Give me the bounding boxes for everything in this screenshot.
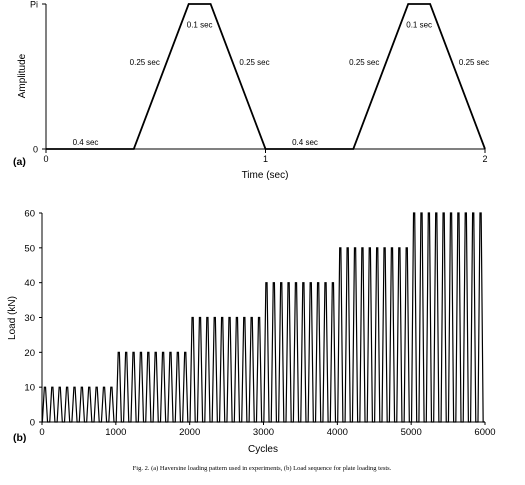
chart-b-ylabel: Load (kN) [7, 296, 18, 340]
chart-a-xlabel: Time (sec) [242, 170, 289, 181]
chart-a-x-tick-label: 1 [263, 154, 268, 164]
chart-b: 0 1000 2000 3000 4000 5000 6000 0 10 20 30 40 50 60 L… [7, 209, 496, 456]
chart-b-y-tick-label: 10 [24, 383, 35, 394]
chart-a-annotation: 0.25 sec [239, 58, 269, 67]
chart-a-series-line [46, 3, 486, 150]
chart-b-y-tick-label: 60 [24, 209, 35, 220]
figure-caption: Fig. 2. (a) Haversine loading pattern us… [133, 465, 392, 472]
chart-a-annotation: 0.1 sec [406, 20, 432, 29]
chart-a-x-tick-label: 2 [482, 154, 487, 164]
chart-a-annotation: 0.1 sec [187, 20, 213, 29]
chart-a-y-tick-label: Pi [30, 0, 38, 10]
chart-b-x-tick-label: 6000 [474, 427, 495, 438]
chart-a-annotation: 0.4 sec [292, 138, 318, 147]
chart-b-axes [41, 213, 485, 423]
chart-b-x-tick-label: 0 [39, 427, 44, 438]
chart-b-load-line [41, 212, 485, 423]
chart-b-x-tick-label: 2000 [179, 427, 200, 438]
chart-b-xlabel: Cycles [248, 444, 278, 455]
chart-a-y-tick-label: 0 [33, 145, 38, 155]
chart-b-x-tick-label: 1000 [105, 427, 126, 438]
chart-a-annotation: 0.25 sec [459, 58, 489, 67]
chart-a-panel-label: (a) [13, 156, 26, 168]
chart-b-y-tick-label: 50 [24, 243, 35, 254]
chart-b-series [41, 212, 485, 423]
chart-a-annotations: 0.4 sec 0.25 sec 0.1 sec 0.25 sec 0.4 sec 0.2… [73, 20, 490, 146]
chart-a-series [46, 3, 486, 150]
chart-b-x-tick-label: 5000 [401, 427, 422, 438]
chart-a-annotation: 0.25 sec [349, 58, 379, 67]
chart-b-y-tick-label: 20 [24, 348, 35, 359]
chart-b-y-tick-label: 30 [24, 313, 35, 324]
chart-b-ticks: 0 1000 2000 3000 4000 5000 6000 0 10 20 30 40 50 60 [24, 209, 495, 439]
chart-b-x-tick-label: 4000 [327, 427, 348, 438]
chart-b-y-tick-label: 0 [30, 418, 35, 429]
chart-b-y-tick-label: 40 [24, 278, 35, 289]
chart-a-x-tick-label: 0 [43, 154, 48, 164]
chart-b-panel-label: (b) [13, 432, 26, 444]
chart-a-ylabel: Amplitude [17, 53, 28, 98]
chart-a-annotation: 0.4 sec [73, 138, 99, 147]
chart-b-x-tick-label: 3000 [253, 427, 274, 438]
chart-a-annotation: 0.25 sec [130, 58, 160, 67]
